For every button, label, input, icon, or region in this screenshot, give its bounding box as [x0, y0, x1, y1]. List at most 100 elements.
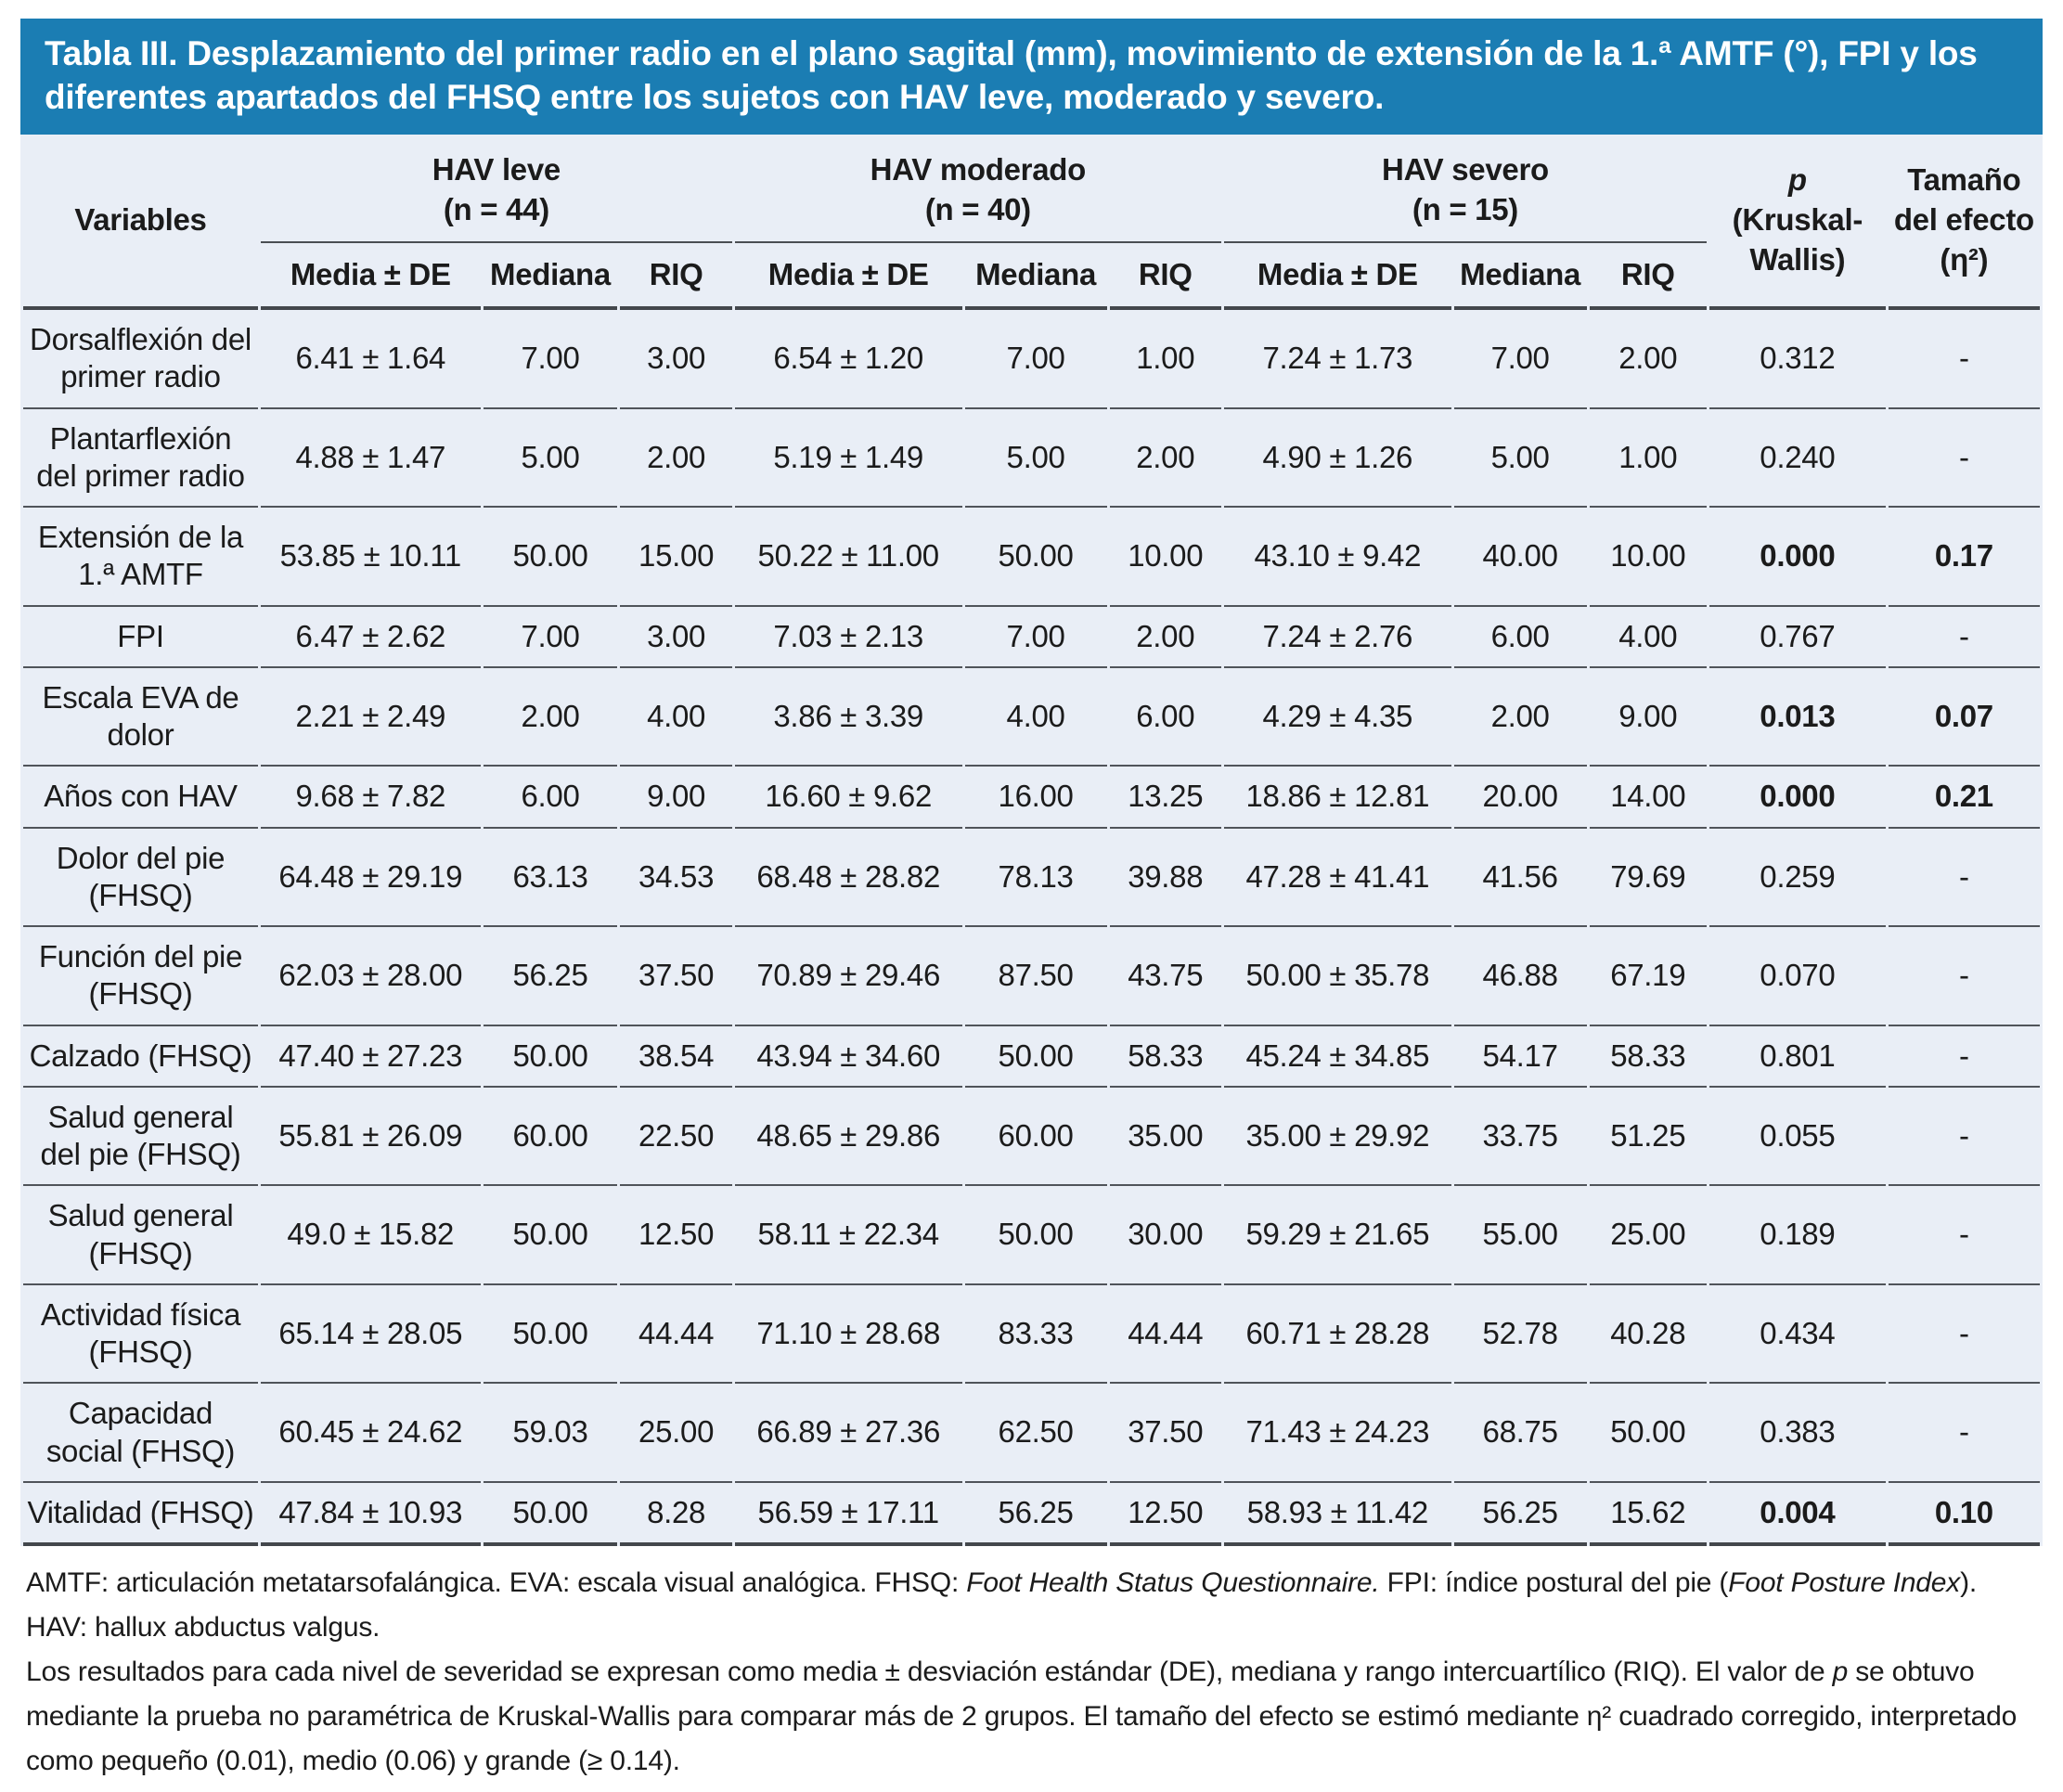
- group-header-hav-severo: HAV severo (n = 15): [1223, 135, 1707, 243]
- data-cell: 50.00: [483, 1285, 618, 1385]
- data-cell: 0.055: [1709, 1088, 1886, 1187]
- data-cell: 59.29 ± 21.65: [1223, 1186, 1451, 1285]
- data-cell: 0.21: [1888, 767, 2040, 829]
- row-label: Dolor del pie (FHSQ): [23, 829, 258, 928]
- data-cell: 12.50: [1109, 1483, 1221, 1547]
- group-name: HAV severo: [1382, 151, 1549, 187]
- data-cell: 47.28 ± 41.41: [1223, 829, 1451, 928]
- table-row: Salud general (FHSQ) 49.0 ± 15.82 50.00 12.…: [23, 1186, 2040, 1285]
- data-cell: 15.62: [1589, 1483, 1707, 1547]
- data-cell: 45.24 ± 34.85: [1223, 1026, 1451, 1088]
- data-cell: 6.54 ± 1.20: [734, 310, 962, 409]
- data-cell: 3.00: [620, 310, 732, 409]
- data-cell: 87.50: [964, 927, 1107, 1026]
- data-cell: 49.0 ± 15.82: [260, 1186, 481, 1285]
- data-cell: 58.11 ± 22.34: [734, 1186, 962, 1285]
- table-row: Plantarflexión del primer radio 4.88 ± 1.…: [23, 409, 2040, 509]
- data-cell: 35.00 ± 29.92: [1223, 1088, 1451, 1187]
- data-cell: 5.00: [483, 409, 618, 509]
- row-label: Función del pie (FHSQ): [23, 927, 258, 1026]
- p-sub: (Kruskal-Wallis): [1732, 201, 1863, 277]
- data-cell: 53.85 ± 10.11: [260, 508, 481, 607]
- data-cell: 0.312: [1709, 310, 1886, 409]
- footnote-segment: se obtuvo mediante la prueba no paramétr…: [26, 1657, 2018, 1777]
- group-n: (n = 40): [924, 192, 1031, 227]
- row-label: Años con HAV: [23, 767, 258, 829]
- footnote-italic-segment: p: [1832, 1657, 1849, 1688]
- data-cell: 58.33: [1109, 1026, 1221, 1088]
- data-cell: 68.48 ± 28.82: [734, 829, 962, 928]
- footnote-line: AMTF: articulación metatarsofalángica. E…: [26, 1561, 2037, 1650]
- data-cell: 25.00: [1589, 1186, 1707, 1285]
- row-label: Salud general del pie (FHSQ): [23, 1088, 258, 1187]
- data-cell: 9.00: [620, 767, 732, 829]
- row-label: Extensión de la 1.ª AMTF: [23, 508, 258, 607]
- data-cell: 50.00 ± 35.78: [1223, 927, 1451, 1026]
- data-cell: -: [1888, 829, 2040, 928]
- row-label: Capacidad social (FHSQ): [23, 1384, 258, 1483]
- data-cell: 41.56: [1453, 829, 1587, 928]
- data-cell: 7.00: [1453, 310, 1587, 409]
- table-row: FPI 6.47 ± 2.62 7.00 3.00 7.03 ± 2.13 7.00 2.0…: [23, 607, 2040, 668]
- data-cell: 68.75: [1453, 1384, 1587, 1483]
- row-label: Salud general (FHSQ): [23, 1186, 258, 1285]
- data-cell: 7.00: [964, 607, 1107, 668]
- data-cell: 64.48 ± 29.19: [260, 829, 481, 928]
- data-cell: 8.28: [620, 1483, 732, 1547]
- data-cell: -: [1888, 1186, 2040, 1285]
- data-cell: 0.189: [1709, 1186, 1886, 1285]
- data-cell: 4.29 ± 4.35: [1223, 668, 1451, 767]
- data-cell: 67.19: [1589, 927, 1707, 1026]
- data-cell: 79.69: [1589, 829, 1707, 928]
- data-cell: 40.28: [1589, 1285, 1707, 1385]
- data-cell: 83.33: [964, 1285, 1107, 1385]
- data-cell: 13.25: [1109, 767, 1221, 829]
- data-cell: 16.00: [964, 767, 1107, 829]
- column-header-media-leve: Media ± DE: [260, 243, 481, 311]
- data-cell: 56.25: [964, 1483, 1107, 1547]
- data-cell: -: [1888, 1088, 2040, 1187]
- data-cell: 0.000: [1709, 767, 1886, 829]
- data-cell: 0.383: [1709, 1384, 1886, 1483]
- table-row: Extensión de la 1.ª AMTF 53.85 ± 10.11 50.…: [23, 508, 2040, 607]
- table-row: Dorsalflexión del primer radio 6.41 ± 1.6…: [23, 310, 2040, 409]
- footnote-line: Los resultados para cada nivel de severi…: [26, 1650, 2037, 1784]
- footnote-segment: Los resultados para cada nivel de severi…: [26, 1657, 1833, 1688]
- table-row: Años con HAV 9.68 ± 7.82 6.00 9.00 16.60 ± 9…: [23, 767, 2040, 829]
- data-cell: 10.00: [1109, 508, 1221, 607]
- footnote-italic-segment: Foot Posture Index: [1728, 1567, 1961, 1599]
- data-cell: -: [1888, 1384, 2040, 1483]
- row-label: Plantarflexión del primer radio: [23, 409, 258, 509]
- data-cell: 4.90 ± 1.26: [1223, 409, 1451, 509]
- data-cell: 10.00: [1589, 508, 1707, 607]
- data-cell: 60.00: [964, 1088, 1107, 1187]
- data-cell: 0.070: [1709, 927, 1886, 1026]
- data-cell: 7.00: [483, 310, 618, 409]
- data-cell: 43.10 ± 9.42: [1223, 508, 1451, 607]
- group-name: HAV leve: [432, 151, 561, 187]
- data-cell: 9.68 ± 7.82: [260, 767, 481, 829]
- data-cell: 51.25: [1589, 1088, 1707, 1187]
- data-cell: 2.00: [1453, 668, 1587, 767]
- data-cell: -: [1888, 409, 2040, 509]
- data-cell: 56.59 ± 17.11: [734, 1483, 962, 1547]
- data-cell: 70.89 ± 29.46: [734, 927, 962, 1026]
- column-header-riq-moderado: RIQ: [1109, 243, 1221, 311]
- data-cell: 44.44: [1109, 1285, 1221, 1385]
- data-cell: 0.004: [1709, 1483, 1886, 1547]
- data-cell: 2.00: [1109, 409, 1221, 509]
- data-cell: 33.75: [1453, 1088, 1587, 1187]
- data-cell: 7.24 ± 1.73: [1223, 310, 1451, 409]
- data-cell: 38.54: [620, 1026, 732, 1088]
- data-cell: 63.13: [483, 829, 618, 928]
- data-cell: 15.00: [620, 508, 732, 607]
- data-cell: 7.00: [483, 607, 618, 668]
- data-cell: 40.00: [1453, 508, 1587, 607]
- data-cell: 47.84 ± 10.93: [260, 1483, 481, 1547]
- data-table: Variables HAV leve (n = 44) HAV moderado…: [20, 135, 2043, 1547]
- row-label: Dorsalflexión del primer radio: [23, 310, 258, 409]
- data-cell: 48.65 ± 29.86: [734, 1088, 962, 1187]
- header-stat-row: Media ± DE Mediana RIQ Media ± DE Median…: [23, 243, 2040, 311]
- data-cell: 43.94 ± 34.60: [734, 1026, 962, 1088]
- data-cell: 43.75: [1109, 927, 1221, 1026]
